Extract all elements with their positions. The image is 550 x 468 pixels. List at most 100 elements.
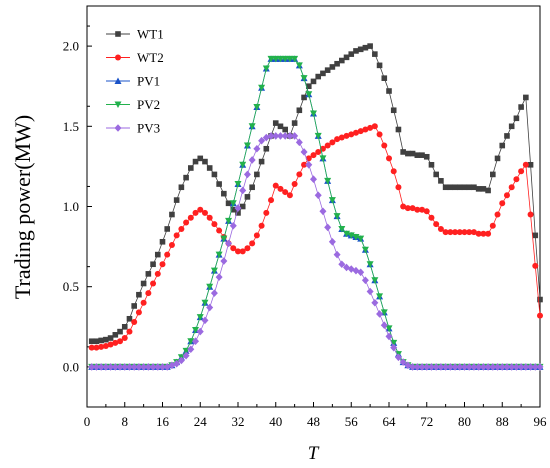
data-point-wt1 xyxy=(159,238,166,245)
data-point-pv2 xyxy=(357,235,365,243)
data-point-wt2 xyxy=(201,209,208,216)
data-point-pv2 xyxy=(201,299,209,307)
legend-marker-pv2 xyxy=(114,101,122,108)
data-point-wt1 xyxy=(433,171,439,178)
data-point-wt2 xyxy=(164,251,171,258)
data-point-pv3 xyxy=(253,144,261,153)
data-point-wt1 xyxy=(173,197,180,203)
data-point-wt1 xyxy=(423,153,430,160)
data-point-pv3 xyxy=(239,186,247,195)
data-point-wt2 xyxy=(244,245,251,252)
data-point-wt2 xyxy=(112,339,119,346)
data-point-pv2 xyxy=(338,225,346,233)
data-point-wt1 xyxy=(518,104,524,110)
data-point-pv3 xyxy=(262,133,270,142)
series-wt2 xyxy=(88,123,543,351)
data-point-wt1 xyxy=(395,126,402,133)
data-point-pv3 xyxy=(291,132,299,140)
y-tick-label: 2.0 xyxy=(63,39,79,54)
data-point-wt1 xyxy=(523,94,529,101)
data-point-pv3 xyxy=(220,257,228,265)
data-point-pv3 xyxy=(536,363,544,371)
data-point-wt1 xyxy=(376,62,383,69)
data-point-pv3 xyxy=(324,223,332,232)
data-point-pv3 xyxy=(272,132,280,140)
data-point-pv3 xyxy=(475,363,483,371)
data-point-wt2 xyxy=(263,209,270,216)
data-point-wt2 xyxy=(183,219,190,226)
series-wt1 xyxy=(88,43,543,345)
legend-item-wt1: WT1 xyxy=(106,27,164,42)
data-point-pv3 xyxy=(121,363,129,371)
x-tick-label: 96 xyxy=(534,414,548,429)
data-point-wt2 xyxy=(357,128,364,135)
y-axis-title: Trading power(MW) xyxy=(10,115,35,299)
data-point-wt1 xyxy=(206,165,213,171)
data-point-pv3 xyxy=(446,363,454,371)
legend-marker-wt2 xyxy=(115,54,121,61)
data-point-wt1 xyxy=(537,296,543,303)
data-point-pv3 xyxy=(361,276,369,285)
data-point-wt1 xyxy=(282,126,288,133)
data-point-wt2 xyxy=(404,205,411,212)
data-point-wt1 xyxy=(485,187,491,194)
x-tick-label: 8 xyxy=(122,414,129,429)
plot-frame xyxy=(86,5,541,408)
data-point-pv2 xyxy=(196,314,204,321)
data-point-pv3 xyxy=(234,204,242,212)
data-point-wt1 xyxy=(353,48,359,54)
data-point-wt1 xyxy=(357,46,364,53)
data-point-pv3 xyxy=(527,363,535,371)
data-point-wt2 xyxy=(329,139,336,146)
data-point-pv3 xyxy=(286,132,294,140)
data-point-pv3 xyxy=(503,363,511,371)
data-point-wt2 xyxy=(395,184,402,191)
data-point-wt2 xyxy=(211,221,218,228)
series-layer xyxy=(88,43,544,371)
data-point-pv2 xyxy=(276,55,284,63)
y-tick-label: 1.0 xyxy=(63,199,79,214)
data-point-wt1 xyxy=(263,145,270,152)
data-point-pv3 xyxy=(479,363,487,371)
data-point-wt1 xyxy=(249,184,255,191)
data-point-wt2 xyxy=(456,229,463,236)
data-point-wt1 xyxy=(334,60,340,67)
data-point-pv3 xyxy=(206,303,214,312)
data-point-pv2 xyxy=(210,267,218,275)
data-point-wt1 xyxy=(183,174,189,181)
data-point-pv3 xyxy=(173,359,181,368)
data-point-wt2 xyxy=(537,312,543,319)
data-point-pv3 xyxy=(371,298,379,307)
data-point-wt2 xyxy=(140,299,147,306)
data-point-pv2 xyxy=(239,161,247,169)
data-point-wt1 xyxy=(291,120,298,126)
legend-marker-wt1 xyxy=(115,31,121,37)
data-point-wt1 xyxy=(235,210,241,216)
data-point-pv2 xyxy=(361,246,369,254)
data-point-wt1 xyxy=(461,184,468,191)
data-point-pv3 xyxy=(432,363,440,371)
x-tick-label: 88 xyxy=(496,414,509,429)
data-point-pv3 xyxy=(177,356,185,365)
data-point-wt1 xyxy=(202,158,208,165)
data-point-wt1 xyxy=(362,44,369,51)
data-point-pv3 xyxy=(135,363,143,371)
data-point-wt2 xyxy=(216,227,223,234)
data-point-wt2 xyxy=(423,208,430,215)
data-point-pv3 xyxy=(319,207,327,216)
data-point-pv2 xyxy=(272,55,280,63)
data-point-wt1 xyxy=(339,57,345,64)
data-point-wt2 xyxy=(532,262,539,269)
data-point-pv2 xyxy=(281,55,289,63)
data-point-wt2 xyxy=(334,136,341,143)
data-point-wt1 xyxy=(244,194,251,200)
data-point-wt1 xyxy=(211,171,218,178)
data-point-wt1 xyxy=(254,171,260,178)
data-point-wt1 xyxy=(178,184,185,191)
data-point-wt2 xyxy=(475,230,482,237)
data-point-pv3 xyxy=(305,160,313,169)
data-point-pv3 xyxy=(116,363,124,371)
data-point-pv2 xyxy=(291,55,299,63)
data-point-wt1 xyxy=(150,261,156,268)
data-point-pv3 xyxy=(210,289,218,297)
